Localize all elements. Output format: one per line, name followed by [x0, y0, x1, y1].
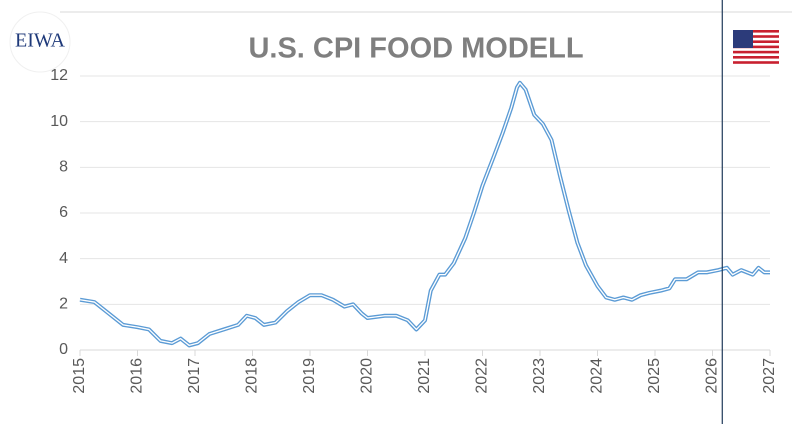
chart-title: U.S. CPI FOOD MODELL — [248, 33, 583, 65]
y-tick-label: 2 — [59, 296, 68, 313]
logo-badge — [9, 11, 71, 73]
logo-text: EIWA — [15, 30, 66, 52]
x-tick-label: 2015 — [71, 358, 88, 394]
x-tick-label: 2025 — [646, 358, 663, 394]
x-tick-label: 2022 — [474, 358, 491, 394]
y-tick-label: 8 — [59, 159, 68, 176]
x-tick-label: 2023 — [531, 358, 548, 394]
flag-stripes — [733, 30, 779, 64]
y-tick-label: 12 — [50, 67, 68, 84]
flag — [733, 30, 779, 64]
y-tick-label: 4 — [59, 250, 68, 267]
flag-canton — [733, 30, 753, 48]
series-line-highlight — [79, 82, 770, 347]
x-tick-label: 2024 — [589, 358, 606, 394]
x-tick-label: 2021 — [416, 358, 433, 394]
x-tick-label: 2020 — [359, 358, 376, 394]
x-tick-label: 2017 — [186, 358, 203, 394]
y-tick-label: 6 — [59, 204, 68, 221]
x-tick-label: 2026 — [704, 358, 721, 394]
plot-area: 0 2 4 6 8 10 12 2015 2016 2017 2018 2019 2020 2021 202… — [50, 0, 778, 424]
x-tick-label: 2018 — [244, 358, 261, 394]
x-tick-label: 2027 — [761, 358, 778, 394]
x-tick-label: 2019 — [301, 358, 318, 394]
y-tick-label: 10 — [50, 113, 68, 130]
x-tick-label: 2016 — [129, 358, 146, 394]
y-tick-label: 0 — [59, 341, 68, 358]
logo: EIWA — [9, 11, 71, 73]
series-line — [79, 80, 770, 348]
